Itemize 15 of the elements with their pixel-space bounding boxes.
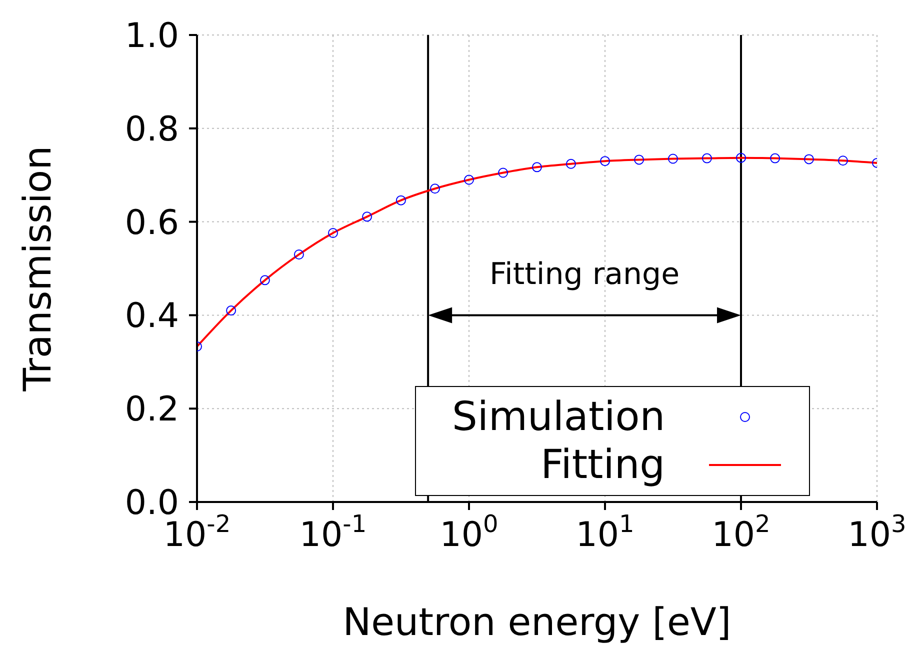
y-tick-label: 0.8 bbox=[124, 109, 179, 150]
y-tick-label: 1.0 bbox=[124, 16, 179, 56]
y-tick-label: 0.6 bbox=[124, 202, 179, 243]
y-tick-label: 0.2 bbox=[124, 390, 179, 430]
y-tick-label: 0.4 bbox=[124, 296, 179, 336]
legend-label: Simulation bbox=[452, 393, 666, 441]
x-tick-label: 10$^{2}$ bbox=[712, 510, 770, 555]
legend-label: Fitting bbox=[540, 441, 666, 489]
x-axis-title: Neutron energy [eV] bbox=[342, 600, 732, 644]
annotation: Fitting range bbox=[488, 257, 681, 292]
x-tick-label: 10$^{0}$ bbox=[440, 510, 498, 555]
y-axis-title: Transmission bbox=[15, 146, 60, 392]
x-tick-label: 10$^{3}$ bbox=[848, 510, 906, 555]
x-tick-label: 10$^{1}$ bbox=[576, 510, 634, 555]
x-tick-label: 10$^{-1}$ bbox=[299, 510, 367, 555]
